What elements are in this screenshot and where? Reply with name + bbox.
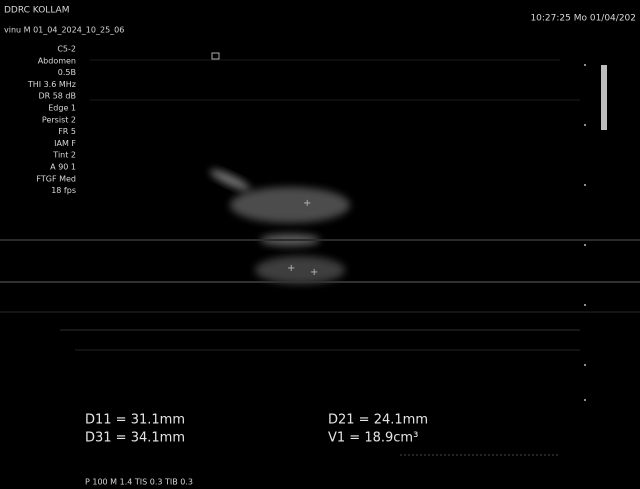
parameter: FR 5: [58, 127, 76, 136]
caliper: +: [287, 263, 295, 274]
gray-bar: [601, 65, 607, 130]
parameter: Abdomen: [38, 56, 76, 65]
depth-dot: [584, 244, 586, 246]
parameter: 18 fps: [51, 186, 76, 195]
footer-info: P 100 M 1.4 TIS 0.3 TIB 0.3: [85, 478, 193, 487]
parameter: A 90 1: [50, 163, 76, 172]
parameter: IAM F: [54, 139, 76, 148]
patient-info: vinu M 01_04_2024_10_25_06: [4, 26, 124, 35]
depth-dot: [584, 399, 586, 401]
depth-dot: [584, 64, 586, 66]
parameter: 0.5B: [58, 68, 76, 77]
depth-dot: [584, 184, 586, 186]
parameter: Edge 1: [48, 104, 76, 113]
depth-dot: [584, 364, 586, 366]
caliper: +: [310, 267, 318, 278]
date-time: 10:27:25 Mo 01/04/202: [530, 14, 636, 24]
depth-dot: [584, 124, 586, 126]
caliper: +: [303, 198, 311, 209]
measurement: D21 = 24.1mm: [328, 413, 428, 428]
parameter: Tint 2: [52, 151, 76, 160]
marker: [211, 52, 220, 60]
parameter: DR 58 dB: [38, 92, 76, 101]
scan-image: + + +: [0, 52, 640, 456]
parameter: C5-2: [57, 45, 76, 54]
depth-dot: [584, 304, 586, 306]
measurement: V1 = 18.9cm³: [328, 431, 418, 446]
tissue: [209, 169, 251, 191]
measurement: D11 = 31.1mm: [85, 413, 185, 428]
tissue: [230, 187, 350, 223]
measurement: D31 = 34.1mm: [85, 431, 185, 446]
parameters: C5-2 Abdomen 0.5B THI 3.6 MHz DR 58 dB Edge 1…: [27, 45, 77, 196]
clinic-name: DDRC KOLLAM: [4, 6, 69, 16]
parameter: Persist 2: [42, 115, 76, 124]
tissue: [255, 256, 345, 284]
parameter: FTGF Med: [36, 174, 76, 183]
parameter: THI 3.6 MHz: [27, 80, 76, 89]
depth-scale: [584, 64, 607, 401]
